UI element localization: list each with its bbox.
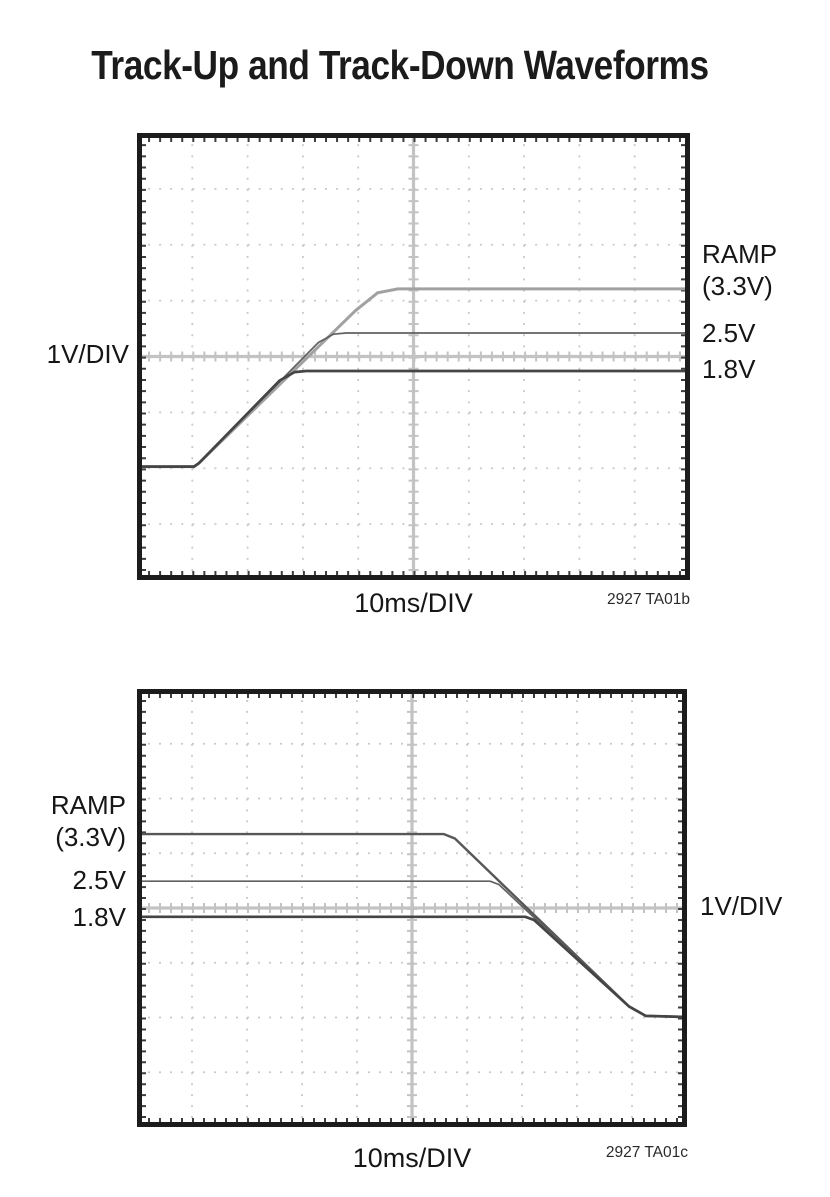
scope1-ramp-label-line1: RAMP [702,239,778,269]
scope2-ramp-label-line1: RAMP [50,790,126,820]
scope-border [137,133,690,580]
scope1-ramp-label: RAMP (3.3V) [702,238,777,302]
scope1-1v8-label: 1.8V [702,354,756,384]
trace-v1p8 [137,915,687,1019]
scope-plot-track-down [137,689,687,1127]
scope2-2v5-label: 2.5V [72,865,127,895]
trace-v1p8 [137,369,690,468]
scope1-timebase-label: 10ms/DIV [354,588,473,618]
scope1-2v5-label: 2.5V [702,318,756,348]
scope1-ramp-label-line2: (3.3V) [702,271,773,301]
scope-plot-track-up [137,133,690,580]
scope2-ramp-label-line2: (3.3V) [55,822,126,852]
scope2-scale-label: 1V/DIV [700,891,783,921]
scope1-figure-code: 2927 TA01b [606,591,690,608]
scope2-ramp-label: RAMP (3.3V) [0,789,126,853]
figure-title-text: Track-Up and Track-Down Waveforms [91,42,709,88]
scope2-figure-code: 2927 TA01c [605,1144,688,1161]
scope2-timebase-label: 10ms/DIV [352,1143,472,1173]
scope1-scale-label: 1V/DIV [46,339,129,369]
scope2-1v8-label: 1.8V [72,902,127,932]
scope-border [137,689,687,1127]
figure-title: Track-Up and Track-Down Waveforms [0,42,800,89]
